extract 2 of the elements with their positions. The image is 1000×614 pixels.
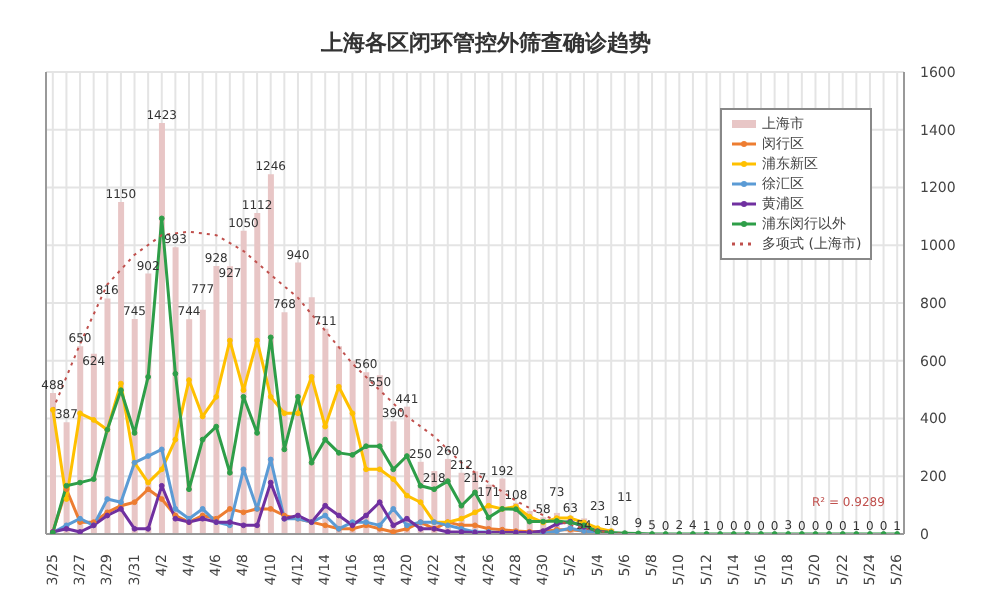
chart-title: 上海各区闭环管控外筛查确诊趋势 <box>319 28 653 58</box>
bar <box>118 201 125 534</box>
